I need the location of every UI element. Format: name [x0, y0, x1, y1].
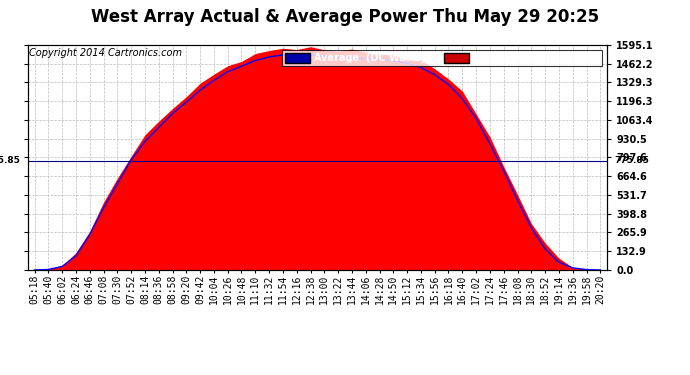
Text: Copyright 2014 Cartronics.com: Copyright 2014 Cartronics.com	[29, 48, 181, 58]
Text: 775.85: 775.85	[614, 156, 649, 165]
Text: West Array Actual & Average Power Thu May 29 20:25: West Array Actual & Average Power Thu Ma…	[91, 8, 599, 26]
Text: 775.85: 775.85	[0, 156, 21, 165]
Legend: Average  (DC Watts), West Array  (DC Watts): Average (DC Watts), West Array (DC Watts…	[282, 50, 602, 66]
